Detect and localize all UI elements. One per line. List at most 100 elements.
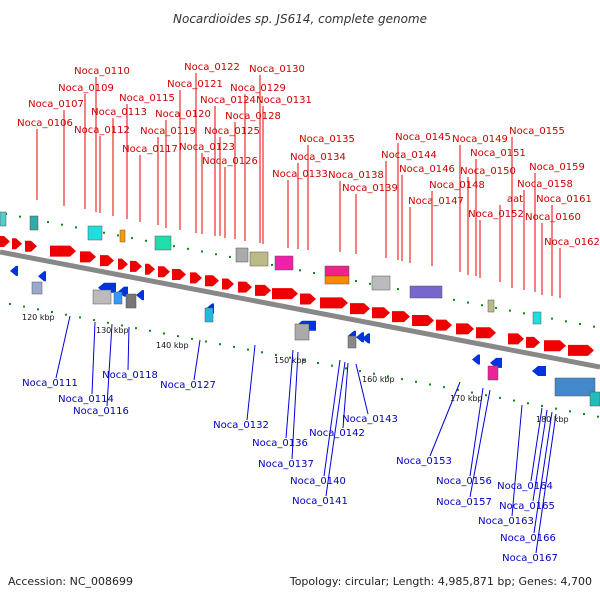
forward-gene-arrow: [12, 238, 22, 250]
forward-gene-arrow: [320, 297, 348, 309]
feature-box: [87, 225, 103, 241]
tick-dot: [37, 308, 39, 311]
forward-gene-label: Noca_0120: [155, 109, 211, 120]
forward-gene-label: Noca_0160: [525, 212, 581, 223]
tick-dot: [527, 402, 529, 405]
forward-gene-arrow: [436, 319, 452, 331]
forward-gene-label: Noca_0128: [225, 111, 281, 122]
forward-gene-arrow: [130, 260, 142, 272]
tick-dot: [397, 288, 399, 291]
forward-gene-label: Noca_0124: [200, 95, 256, 106]
reverse-leader-line: [127, 326, 130, 371]
forward-gene-arrow: [50, 245, 76, 257]
tick-dot: [541, 404, 543, 407]
forward-gene-label: Noca_0155: [509, 126, 565, 137]
feature-box: [235, 247, 249, 263]
tick-dot: [107, 321, 109, 324]
forward-gene-label: Noca_0122: [184, 62, 240, 73]
tick-dot: [579, 322, 581, 325]
reverse-leader-line: [533, 411, 553, 534]
reverse-gene-label: Noca_0111: [22, 378, 78, 389]
tick-dot: [247, 348, 249, 351]
forward-gene-label: Noca_0130: [249, 64, 305, 75]
tick-dot: [163, 332, 165, 335]
forward-gene-label: Noca_0112: [74, 125, 130, 136]
feature-box: [92, 289, 112, 305]
tick-dot: [229, 255, 231, 258]
forward-gene-label: Noca_0159: [529, 162, 585, 173]
feature-box: [371, 275, 391, 291]
reverse-leader-line: [530, 407, 543, 482]
tick-dot: [289, 356, 291, 359]
forward-gene-label: Noca_0113: [91, 107, 147, 118]
tick-dot: [499, 396, 501, 399]
forward-gene-arrow: [568, 344, 594, 356]
tick-dot: [103, 231, 105, 234]
tick-dot: [509, 309, 511, 312]
tick-dot: [373, 372, 375, 375]
tick-dot: [261, 351, 263, 354]
forward-gene-label: Noca_0110: [74, 66, 130, 77]
reverse-leader-line: [342, 362, 349, 429]
reverse-leader-line: [535, 413, 557, 554]
tick-dot: [215, 253, 217, 256]
forward-gene-label: Noca_0150: [460, 166, 516, 177]
feature-box: [29, 215, 39, 231]
tick-dot: [453, 298, 455, 301]
tick-dot: [177, 335, 179, 338]
forward-gene-arrow: [222, 278, 234, 290]
reverse-gene-label: Noca_0116: [73, 406, 129, 417]
reverse-leader-line: [291, 351, 299, 460]
reverse-gene-label: Noca_0114: [58, 394, 114, 405]
tick-dot: [121, 324, 123, 327]
reverse-leader-line: [469, 387, 484, 477]
feature-box: [31, 281, 43, 295]
feature-box: [589, 391, 600, 407]
reverse-gene-label: Noca_0132: [213, 420, 269, 431]
forward-gene-arrow: [272, 288, 298, 300]
forward-gene-label: Noca_0138: [328, 170, 384, 181]
forward-gene-arrow: [508, 333, 524, 345]
reverse-leader-line: [511, 404, 523, 517]
forward-gene-arrow: [172, 268, 186, 280]
forward-gene-label: Noca_0158: [517, 179, 573, 190]
tick-dot: [359, 370, 361, 373]
forward-gene-label: Noca_0106: [17, 118, 73, 129]
reverse-gene-label: Noca_0118: [102, 370, 158, 381]
tick-dot: [513, 399, 515, 402]
forward-gene-arrow: [526, 336, 540, 348]
forward-gene-arrow: [100, 255, 114, 267]
feature-box: [554, 377, 596, 397]
reverse-leader-line: [323, 359, 341, 477]
tick-dot: [131, 237, 133, 240]
forward-gene-label: Noca_0149: [452, 134, 508, 145]
kbp-label: 140 kbp: [156, 341, 189, 350]
reverse-leader-line: [193, 339, 201, 381]
tick-dot: [201, 250, 203, 253]
reverse-gene-arrow: [356, 332, 364, 343]
kbp-label: 130 kbp: [96, 326, 129, 335]
reverse-gene-label: Noca_0157: [436, 497, 492, 508]
forward-gene-label: Noca_0162: [544, 237, 600, 248]
forward-gene-label: Noca_0139: [342, 183, 398, 194]
feature-box: [0, 211, 7, 227]
forward-gene-arrow: [372, 307, 390, 319]
forward-gene-arrow: [145, 263, 155, 275]
tick-dot: [205, 340, 207, 343]
reverse-leader-line: [355, 363, 369, 415]
tick-dot: [597, 415, 599, 418]
tick-dot: [471, 391, 473, 394]
forward-gene-label: Noca_0131: [256, 95, 312, 106]
tick-dot: [149, 329, 151, 332]
forward-gene-arrow: [238, 281, 252, 293]
tick-dot: [75, 226, 77, 229]
forward-gene-label: aat: [507, 194, 523, 205]
tick-dot: [47, 221, 49, 224]
reverse-leader-line: [429, 381, 461, 457]
feature-box: [294, 323, 310, 341]
tick-dot: [485, 394, 487, 397]
forward-gene-arrow: [300, 293, 316, 305]
feature-box: [204, 307, 214, 323]
forward-gene-label: Noca_0151: [470, 148, 526, 159]
